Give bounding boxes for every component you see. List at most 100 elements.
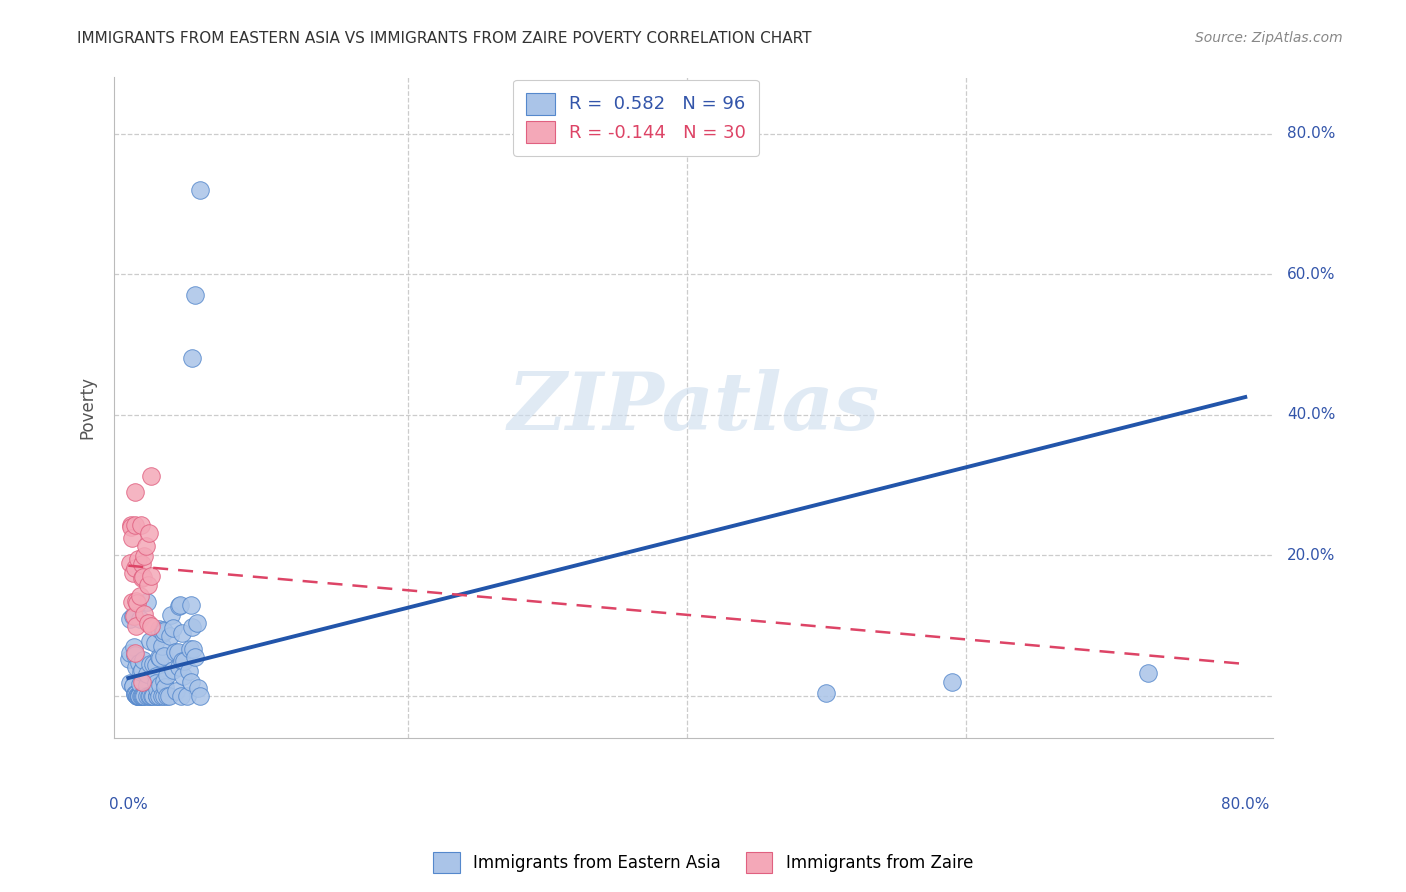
Point — [131, 674, 153, 689]
Point — [152, 674, 174, 689]
Point — [180, 598, 202, 612]
Point — [172, 654, 194, 668]
Point — [152, 623, 174, 637]
Text: IMMIGRANTS FROM EASTERN ASIA VS IMMIGRANTS FROM ZAIRE POVERTY CORRELATION CHART: IMMIGRANTS FROM EASTERN ASIA VS IMMIGRAN… — [77, 31, 811, 46]
Legend: Immigrants from Eastern Asia, Immigrants from Zaire: Immigrants from Eastern Asia, Immigrants… — [426, 846, 980, 880]
Point — [170, 689, 193, 703]
Point — [165, 645, 187, 659]
Point — [165, 684, 187, 698]
Point — [136, 578, 159, 592]
Point — [124, 648, 146, 663]
Point — [127, 551, 149, 566]
Point — [172, 669, 194, 683]
Point — [142, 689, 165, 703]
Point — [181, 642, 204, 657]
Point — [125, 619, 148, 633]
Point — [149, 678, 172, 692]
Point — [127, 689, 149, 703]
Point — [139, 689, 162, 703]
Point — [124, 688, 146, 702]
Point — [186, 616, 208, 631]
Point — [129, 518, 152, 533]
Point — [1136, 665, 1159, 680]
Point — [184, 650, 207, 665]
Point — [180, 620, 202, 634]
Point — [187, 681, 209, 695]
Point — [180, 351, 202, 366]
Text: ZIPatlas: ZIPatlas — [508, 369, 880, 446]
Point — [122, 608, 145, 623]
Text: 80.0%: 80.0% — [1220, 797, 1270, 813]
Point — [156, 668, 179, 682]
Point — [120, 520, 142, 534]
Point — [136, 595, 159, 609]
Point — [139, 619, 162, 633]
Point — [124, 518, 146, 533]
Point — [149, 650, 172, 665]
Point — [132, 653, 155, 667]
Point — [122, 566, 145, 580]
Text: 40.0%: 40.0% — [1286, 407, 1336, 422]
Point — [118, 676, 141, 690]
Point — [138, 526, 160, 541]
Point — [143, 636, 166, 650]
Point — [146, 681, 169, 696]
Point — [167, 644, 190, 658]
Point — [136, 615, 159, 630]
Point — [128, 657, 150, 671]
Point — [142, 657, 165, 672]
Point — [128, 689, 150, 703]
Point — [129, 665, 152, 680]
Point — [145, 657, 167, 672]
Point — [136, 677, 159, 691]
Point — [169, 598, 191, 612]
Point — [153, 649, 176, 664]
Point — [190, 183, 212, 197]
Point — [128, 611, 150, 625]
Point — [160, 607, 183, 622]
Point — [173, 654, 195, 668]
Point — [139, 657, 162, 672]
Point — [169, 599, 191, 613]
Point — [135, 539, 157, 553]
Point — [120, 612, 142, 626]
Point — [128, 589, 150, 603]
Point — [179, 641, 201, 656]
Point — [132, 549, 155, 564]
Text: 0.0%: 0.0% — [108, 797, 148, 813]
Point — [132, 570, 155, 584]
Point — [127, 689, 149, 703]
Point — [128, 689, 150, 703]
Point — [131, 663, 153, 677]
Point — [148, 689, 170, 703]
Point — [132, 689, 155, 703]
Point — [125, 659, 148, 673]
Point — [172, 625, 194, 640]
Point — [152, 626, 174, 640]
Point — [162, 621, 184, 635]
Text: 60.0%: 60.0% — [1286, 267, 1336, 282]
Point — [148, 649, 170, 664]
Point — [157, 689, 180, 703]
Point — [159, 629, 181, 643]
Point — [124, 687, 146, 701]
Point — [176, 689, 198, 703]
Point — [169, 659, 191, 673]
Point — [183, 288, 205, 302]
Point — [120, 556, 142, 570]
Point — [139, 633, 162, 648]
Point — [132, 689, 155, 703]
Point — [148, 623, 170, 637]
Point — [124, 561, 146, 575]
Point — [153, 624, 176, 639]
Point — [121, 595, 143, 609]
Point — [145, 675, 167, 690]
Point — [129, 689, 152, 703]
Point — [180, 675, 202, 690]
Point — [815, 686, 838, 700]
Point — [120, 517, 142, 532]
Point — [122, 608, 145, 623]
Y-axis label: Poverty: Poverty — [79, 376, 96, 439]
Point — [118, 646, 141, 660]
Point — [156, 689, 179, 703]
